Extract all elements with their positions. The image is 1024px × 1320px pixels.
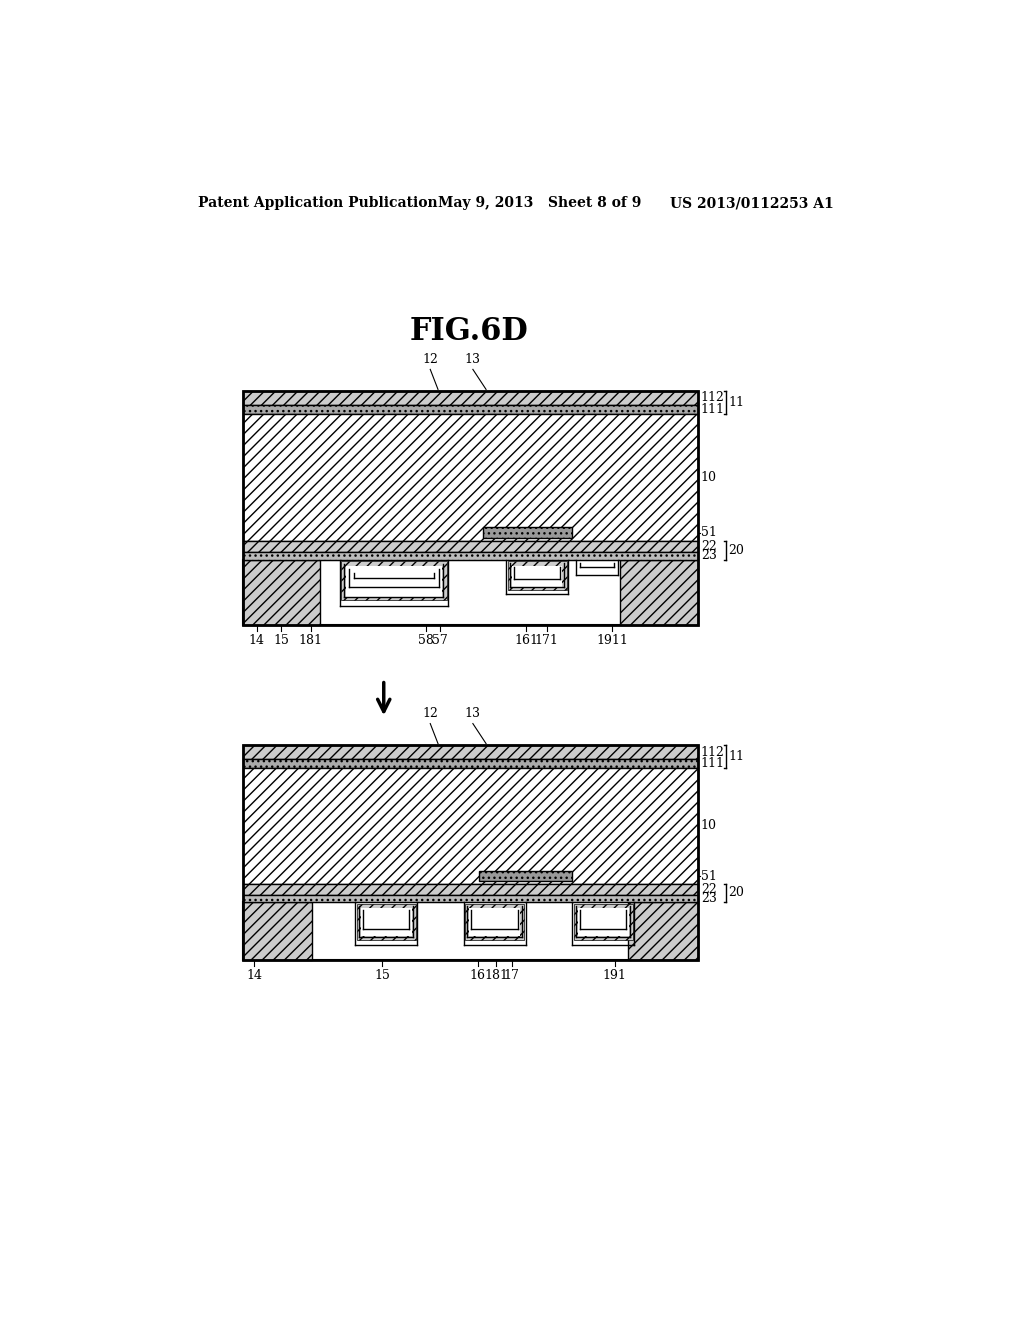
Text: 22: 22 <box>700 883 717 896</box>
Text: 15: 15 <box>374 969 390 982</box>
Bar <box>243 552 697 560</box>
Text: 17: 17 <box>504 969 519 982</box>
Bar <box>243 414 697 541</box>
Text: 171: 171 <box>535 635 558 647</box>
Text: 11: 11 <box>729 396 744 409</box>
Bar <box>243 884 697 895</box>
Text: 191: 191 <box>603 969 627 982</box>
Text: 58: 58 <box>419 635 434 647</box>
Bar <box>243 759 697 768</box>
Bar <box>479 871 572 882</box>
Text: 12: 12 <box>422 708 438 721</box>
Bar <box>578 908 629 936</box>
Bar <box>243 405 697 414</box>
Text: 12: 12 <box>422 354 438 366</box>
Text: 14: 14 <box>249 635 264 647</box>
Text: 22: 22 <box>700 540 717 553</box>
Bar <box>469 908 520 936</box>
Text: 16: 16 <box>470 969 485 982</box>
Text: 112: 112 <box>700 746 725 759</box>
Text: 181: 181 <box>299 635 323 647</box>
Bar <box>243 391 697 405</box>
Text: 1911: 1911 <box>596 635 629 647</box>
Bar <box>243 903 312 960</box>
Bar <box>243 744 697 960</box>
Bar <box>621 560 697 626</box>
Bar <box>573 904 633 940</box>
Text: 181: 181 <box>484 969 508 982</box>
Text: 11: 11 <box>729 750 744 763</box>
Bar <box>628 903 697 960</box>
Text: 10: 10 <box>700 471 717 484</box>
Text: 20: 20 <box>729 544 744 557</box>
Text: 161: 161 <box>514 635 539 647</box>
Text: 13: 13 <box>465 708 481 721</box>
Text: 57: 57 <box>432 635 449 647</box>
Bar <box>243 895 697 903</box>
Text: 10: 10 <box>700 820 717 833</box>
Bar <box>243 903 697 960</box>
Text: 20: 20 <box>729 887 744 899</box>
Bar <box>243 391 697 626</box>
Bar <box>346 566 442 597</box>
Text: 111: 111 <box>700 403 725 416</box>
Text: May 9, 2013   Sheet 8 of 9: May 9, 2013 Sheet 8 of 9 <box>438 197 641 210</box>
Text: 23: 23 <box>700 549 717 562</box>
Text: FIG.6D: FIG.6D <box>410 317 528 347</box>
Bar <box>483 527 572 539</box>
Text: 112: 112 <box>700 391 725 404</box>
Text: US 2013/0112253 A1: US 2013/0112253 A1 <box>671 197 835 210</box>
Bar <box>508 561 566 590</box>
Bar <box>243 541 697 552</box>
Bar <box>243 560 321 626</box>
Bar <box>356 904 416 940</box>
Bar <box>243 768 697 884</box>
Text: 15: 15 <box>273 635 290 647</box>
Bar <box>360 908 412 936</box>
Text: 23: 23 <box>700 892 717 906</box>
Bar <box>512 566 562 586</box>
Text: 14: 14 <box>247 969 262 982</box>
Bar <box>243 560 697 626</box>
Text: 13: 13 <box>465 354 481 366</box>
Bar <box>465 904 524 940</box>
Text: 51: 51 <box>700 870 717 883</box>
Text: Patent Application Publication: Patent Application Publication <box>198 197 437 210</box>
Text: 51: 51 <box>700 527 717 539</box>
Bar <box>341 561 446 599</box>
Bar <box>243 744 697 759</box>
Text: 111: 111 <box>700 758 725 770</box>
